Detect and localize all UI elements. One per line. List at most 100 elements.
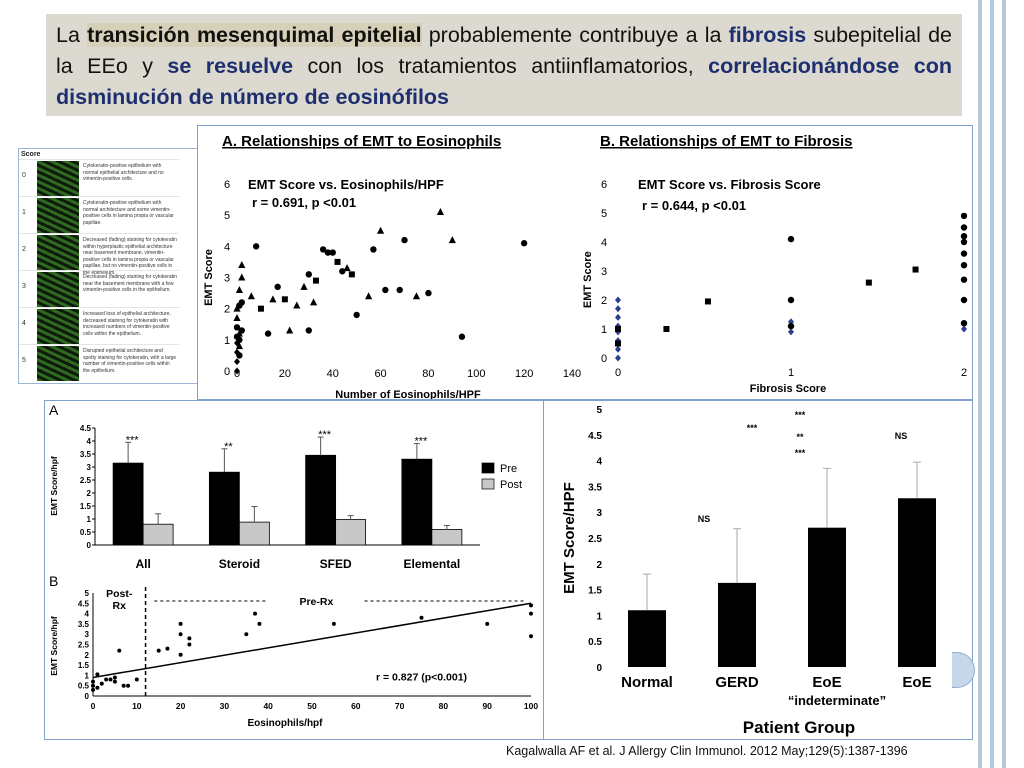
y-tick-label: 5 [85, 589, 90, 598]
score-legend-number: 0 [22, 172, 26, 179]
significance-label: *** [795, 410, 806, 420]
data-point [257, 621, 262, 626]
data-point [615, 305, 621, 313]
data-point [529, 634, 533, 639]
data-point [108, 677, 113, 682]
histology-thumbnail [37, 161, 79, 196]
slide-title: La transición mesenquimal epitelial prob… [46, 14, 962, 116]
score-legend-number: 2 [22, 246, 26, 253]
bar [238, 521, 270, 546]
data-point [425, 289, 432, 297]
category-label: Elemental [404, 557, 461, 571]
score-legend-description: Cytokeratin-positive epithelium with nor… [83, 200, 174, 226]
data-point [912, 266, 919, 273]
region-label: Post- [106, 588, 133, 600]
x-tick-label: 1 [788, 367, 794, 379]
y-tick-label: 0.5 [78, 682, 90, 691]
score-legend-row: 1 Cytokeratin-positive epithelium with no… [19, 196, 179, 234]
y-tick-label: 0.5 [80, 528, 92, 537]
data-point [238, 261, 246, 269]
data-point [376, 226, 385, 234]
data-point [91, 687, 95, 692]
data-point [334, 258, 341, 265]
chart-annotation: r = 0.691, p <0.01 [252, 195, 356, 210]
y-tick-label: 4 [85, 610, 90, 619]
data-point [529, 611, 533, 616]
y-axis-label: EMT Score/hpf [49, 456, 59, 516]
score-legend-row: 4 Increased loss of epithelial architectu… [19, 307, 179, 345]
bar [401, 458, 433, 546]
data-point [91, 679, 95, 684]
data-point [126, 683, 131, 688]
score-legend-number: 4 [22, 320, 26, 327]
score-legend-number: 5 [22, 357, 26, 364]
histology-thumbnail [37, 198, 79, 233]
title-segment: subepitelial de la EEo y [56, 23, 952, 78]
panel-label: B. Relationships of EMT to Fibrosis [600, 133, 853, 150]
y-tick-label: 2 [85, 651, 90, 660]
title-segment: con los tratamientos antiinflamatorios, [293, 54, 709, 78]
bar [808, 527, 846, 667]
data-point [329, 249, 336, 256]
data-point [960, 212, 968, 220]
data-point [244, 632, 249, 637]
title-segment: se resuelve [167, 54, 294, 78]
data-point [178, 652, 183, 657]
score-legend-number: 3 [22, 283, 26, 290]
data-point [99, 681, 104, 686]
score-legend-description: Increased loss of epithelial architectur… [83, 311, 171, 337]
x-tick-label: 100 [524, 701, 538, 711]
data-point [960, 296, 968, 304]
data-point [401, 236, 408, 244]
data-point [156, 648, 161, 653]
y-tick-label: 6 [224, 179, 230, 191]
y-tick-label: 1 [87, 515, 92, 524]
data-point [960, 250, 968, 257]
y-tick-label: 1 [596, 611, 602, 622]
data-point [787, 235, 795, 243]
y-axis-label: EMT Score/HPF [561, 482, 578, 594]
data-point [165, 646, 170, 651]
y-tick-label: 0 [87, 541, 92, 550]
score-legend-row: 0 Cytokeratin-positive epithelium with no… [19, 159, 179, 197]
data-point [117, 648, 122, 653]
data-point [247, 292, 255, 300]
y-tick-label: 1.5 [78, 661, 90, 670]
data-point [257, 305, 264, 312]
y-tick-label: 4 [224, 241, 230, 253]
score-legend-header: Score [21, 151, 41, 158]
y-tick-label: 4 [601, 237, 607, 249]
y-tick-label: 1 [601, 324, 607, 336]
y-tick-label: 3.5 [80, 450, 92, 459]
y-tick-label: 4.5 [78, 599, 90, 608]
data-point [104, 677, 109, 682]
data-point [309, 298, 318, 306]
slide-border-rail [1002, 0, 1006, 768]
y-axis-label: EMT Score/hpf [49, 616, 59, 676]
category-label: Normal [621, 674, 673, 691]
score-legend-description: Cytokeratin-positive epithelium with nor… [83, 163, 164, 182]
score-legend-number: 1 [22, 209, 26, 216]
data-point [300, 282, 308, 290]
data-point [238, 273, 246, 281]
data-point [458, 333, 466, 340]
x-tick-label: 120 [515, 368, 533, 380]
data-point [234, 367, 240, 375]
slide-border-rail [978, 0, 982, 768]
title-segment: transición mesenquimal epitelial [87, 23, 422, 47]
data-point [396, 286, 403, 294]
significance-label: NS [698, 514, 711, 524]
data-point [961, 325, 967, 333]
data-point [960, 233, 968, 240]
bar [112, 462, 144, 546]
y-axis-label: EMT Score [203, 249, 215, 306]
y-tick-label: 2 [224, 304, 230, 316]
x-axis-label: Eosinophils/hpf [248, 718, 324, 729]
data-point [112, 675, 117, 680]
y-tick-label: 2 [87, 489, 92, 498]
y-tick-label: 0 [596, 663, 602, 674]
data-point [319, 246, 327, 253]
data-point [235, 342, 243, 350]
y-tick-label: 4.5 [80, 424, 92, 433]
